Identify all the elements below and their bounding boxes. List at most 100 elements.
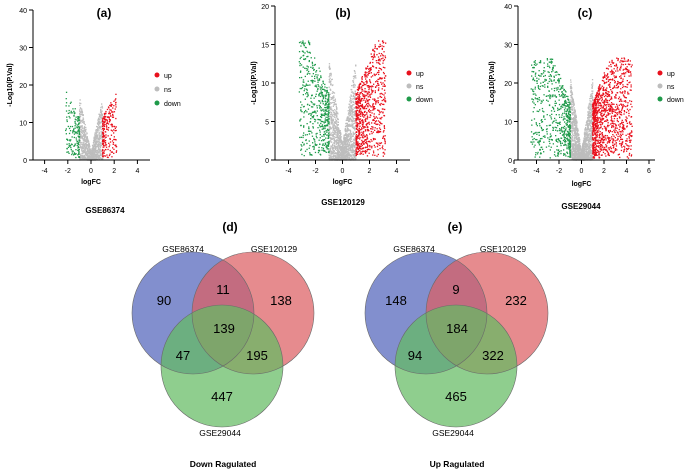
volcano-point <box>373 152 375 154</box>
volcano-point <box>101 113 104 115</box>
volcano-point <box>376 117 379 119</box>
volcano-point <box>87 141 89 143</box>
volcano-point <box>356 104 358 106</box>
volcano-point <box>347 139 349 141</box>
volcano-point <box>101 138 103 141</box>
volcano-point <box>82 149 85 152</box>
volcano-b-xlabel: logFC <box>333 179 353 186</box>
volcano-point <box>576 123 578 125</box>
volcano-point <box>78 116 80 118</box>
volcano-point <box>357 117 359 119</box>
volcano-a-ytick-label: 30 <box>19 46 27 53</box>
volcano-point <box>351 112 353 115</box>
volcano-point <box>355 98 357 100</box>
volcano-point <box>77 129 80 131</box>
volcano-point <box>303 155 305 157</box>
volcano-point <box>584 138 586 140</box>
volcano-point <box>102 125 104 127</box>
volcano-point <box>335 147 337 149</box>
volcano-point <box>108 127 110 129</box>
volcano-point <box>99 146 102 149</box>
volcano-point <box>86 141 88 143</box>
volcano-point <box>583 150 585 153</box>
volcano-point <box>315 74 317 76</box>
volcano-point <box>347 154 349 156</box>
volcano-point <box>358 115 360 117</box>
volcano-point <box>590 144 592 146</box>
volcano-point <box>332 146 334 149</box>
volcano-point <box>335 152 337 154</box>
volcano-point <box>329 118 331 120</box>
volcano-point <box>381 108 384 110</box>
volcano-point <box>94 142 96 144</box>
volcano-point <box>330 109 332 111</box>
volcano-point <box>337 137 339 139</box>
volcano-point <box>311 81 313 83</box>
volcano-point <box>362 108 364 110</box>
volcano-point <box>373 98 376 100</box>
volcano-point <box>100 108 102 111</box>
volcano-point <box>98 138 100 140</box>
volcano-point <box>354 90 356 92</box>
volcano-point <box>346 131 348 133</box>
volcano-point <box>298 91 300 93</box>
volcano-point <box>342 157 344 159</box>
volcano-point <box>342 149 344 151</box>
volcano-point <box>100 144 102 147</box>
volcano-point <box>73 133 76 135</box>
volcano-point <box>374 99 376 101</box>
volcano-point <box>347 124 349 126</box>
volcano-point <box>358 97 360 99</box>
volcano-point <box>336 108 338 111</box>
volcano-point <box>363 99 365 101</box>
volcano-point <box>309 52 311 54</box>
volcano-point <box>342 151 344 153</box>
volcano-point <box>380 111 382 113</box>
volcano-point <box>589 152 591 154</box>
volcano-point <box>329 68 331 70</box>
volcano-point <box>339 136 341 138</box>
volcano-point <box>345 141 347 144</box>
volcano-point <box>582 150 585 152</box>
volcano-point <box>95 155 97 157</box>
volcano-point <box>366 71 368 74</box>
volcano-point <box>346 138 348 140</box>
volcano-point <box>91 156 93 158</box>
volcano-point <box>329 80 331 82</box>
volcano-point <box>99 145 101 147</box>
volcano-point <box>365 130 367 132</box>
volcano-point <box>333 133 336 135</box>
volcano-point <box>572 117 574 120</box>
volcano-point <box>333 127 335 129</box>
volcano-point <box>301 50 304 52</box>
volcano-point <box>324 150 326 152</box>
volcano-point <box>371 85 373 87</box>
volcano-point <box>75 131 77 133</box>
volcano-point <box>307 84 309 86</box>
volcano-point <box>330 83 332 85</box>
volcano-point <box>382 136 385 138</box>
volcano-b-xtick-label: -2 <box>312 168 318 175</box>
volcano-point <box>98 131 100 133</box>
volcano-point <box>334 125 336 128</box>
volcano-point <box>300 110 302 112</box>
volcano-point <box>337 121 339 123</box>
volcano-point <box>369 114 371 116</box>
volcano-point <box>354 96 356 98</box>
volcano-point <box>82 131 85 133</box>
volcano-point <box>570 108 572 110</box>
volcano-point <box>337 113 339 115</box>
volcano-point <box>301 153 303 156</box>
volcano-point <box>81 137 83 139</box>
volcano-point <box>587 106 590 108</box>
volcano-point <box>68 115 70 118</box>
volcano-point <box>574 147 577 149</box>
volcano-point <box>342 150 344 152</box>
volcano-point <box>588 110 590 112</box>
volcano-point <box>78 124 80 126</box>
volcano-point <box>367 130 369 132</box>
volcano-point <box>384 55 386 57</box>
volcano-point <box>586 123 588 125</box>
volcano-point <box>372 150 375 152</box>
volcano-point <box>80 111 82 113</box>
